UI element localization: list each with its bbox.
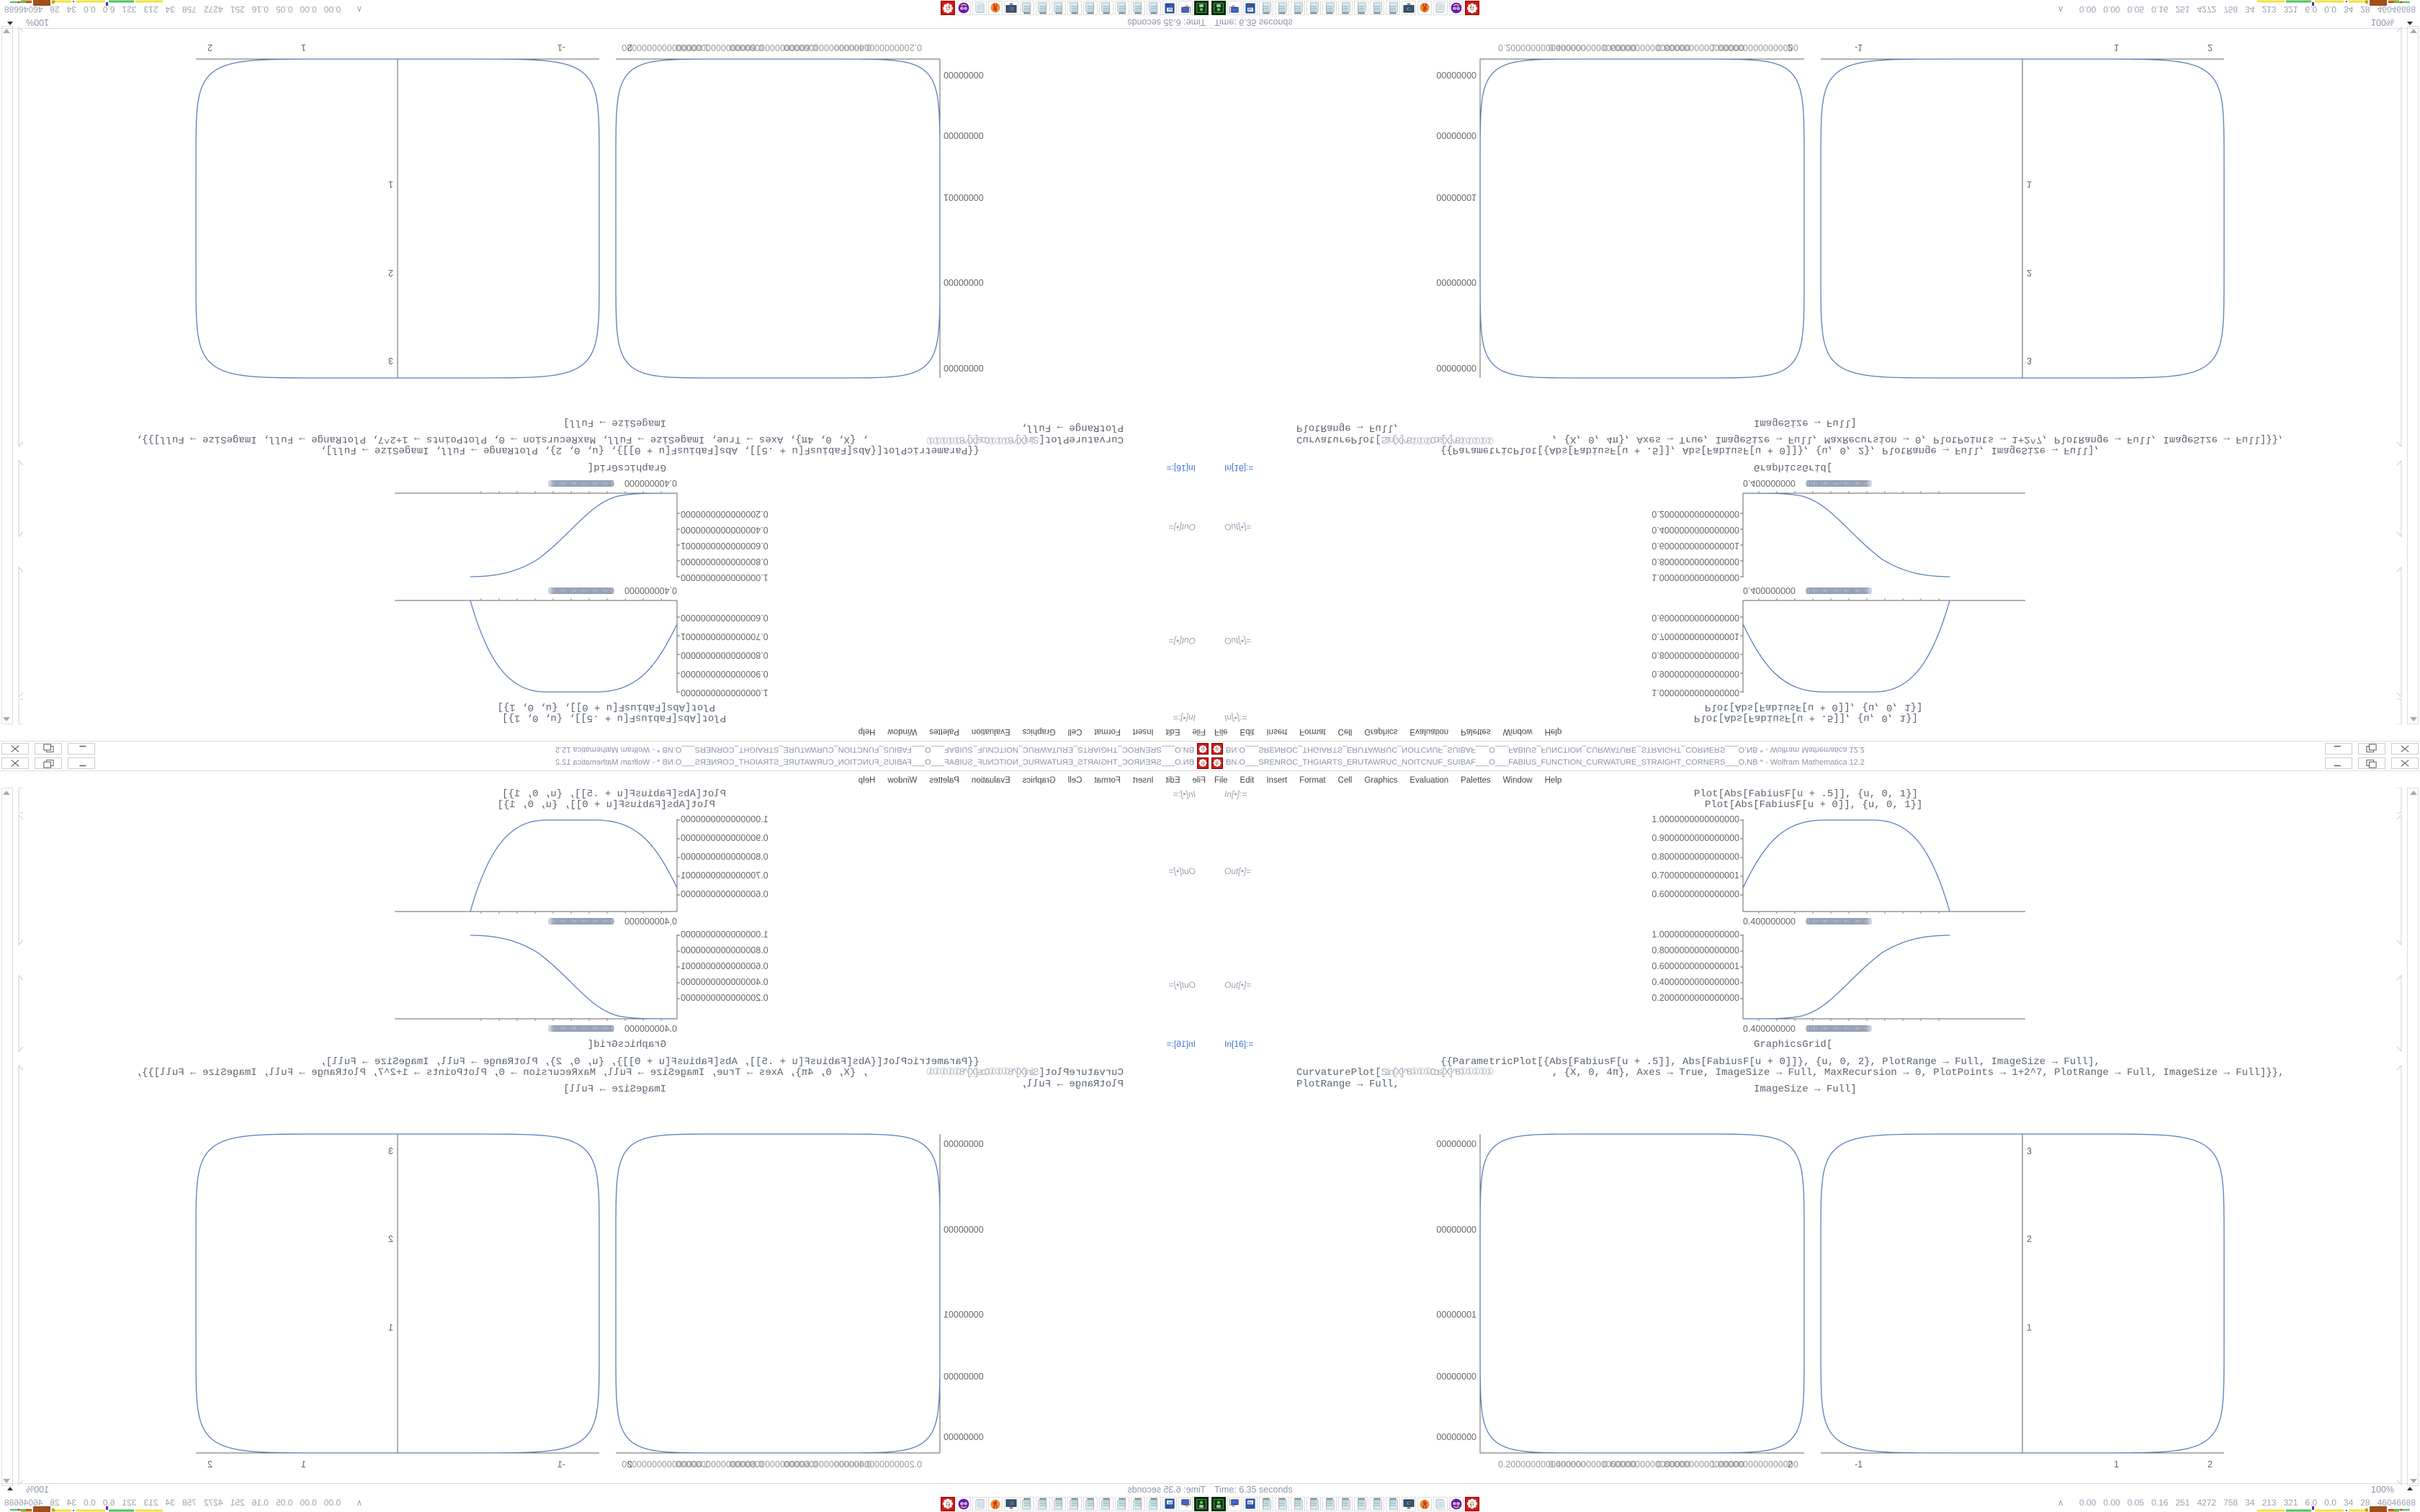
svg-text:64: 64 [1248,7,1252,12]
svg-text:64: 64 [1168,1500,1173,1505]
svg-text:64: 64 [1168,7,1173,12]
svg-text:64: 64 [1248,1500,1252,1505]
